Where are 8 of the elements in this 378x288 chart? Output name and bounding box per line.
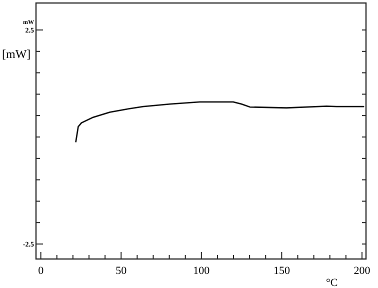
line-series <box>75 101 364 142</box>
x-tick-label: 150 <box>273 265 290 277</box>
y-axis-title: [mW] <box>2 46 31 61</box>
x-tick-label: 50 <box>116 265 128 277</box>
x-tick-label: 0 <box>38 265 44 277</box>
x-tick-label: 200 <box>354 265 371 277</box>
x-axis-title: °C <box>326 277 338 288</box>
x-tick-label: 100 <box>193 265 210 277</box>
